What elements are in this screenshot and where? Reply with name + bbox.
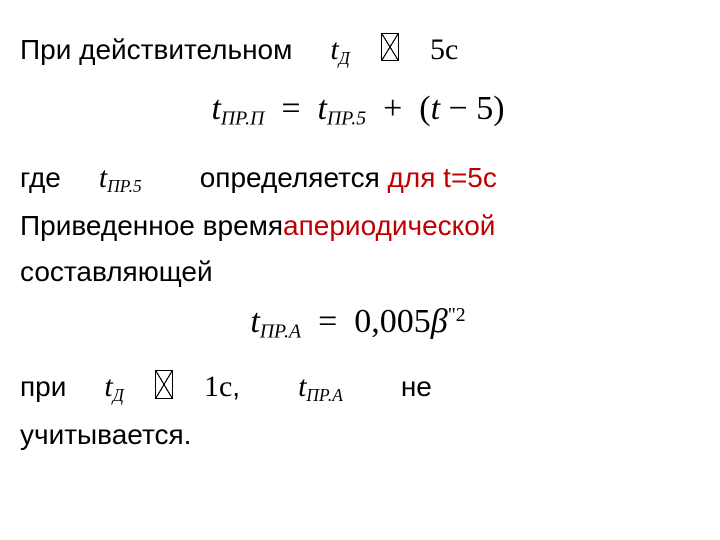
math-var: t (318, 90, 327, 127)
line-1: При действительном tД 5с (20, 28, 696, 72)
math-var: t (330, 33, 338, 66)
math-var: t (99, 161, 107, 194)
math-var: t (211, 90, 220, 127)
math-unit: с (445, 33, 458, 66)
math-num: 5 (476, 90, 493, 127)
line-8: учитывается. (20, 415, 696, 456)
text-segment: Приведенное время (20, 206, 283, 247)
math-num: 5 (430, 33, 445, 66)
text-segment: при (20, 367, 66, 408)
line-7: при tД 1с , tПР.А не (20, 365, 696, 409)
math-sub: ПР.П (221, 107, 264, 129)
slide: При действительном tД 5с tПР.П = tПР.5 +… (0, 0, 720, 540)
math-var: t (250, 303, 259, 340)
math-eq: = (318, 303, 337, 340)
text-segment: где (20, 158, 61, 199)
math-paren: ) (493, 90, 504, 127)
math-t-pr5: tПР.5 (99, 156, 142, 200)
math-op: + (383, 90, 402, 127)
formula-2: tПР.А = 0,005β"2 (20, 303, 696, 344)
math-num: 1 (204, 370, 219, 403)
math-var: t (104, 370, 112, 403)
text-segment: При действительном (20, 30, 292, 71)
formula-expr: tПР.А = 0,005β"2 (250, 303, 465, 340)
math-sup: "2 (448, 304, 466, 326)
math-t-d-1c: tД 1с (104, 365, 232, 409)
text-segment: составляющей (20, 252, 213, 293)
math-sub: ПР.А (306, 385, 342, 405)
math-eq: = (281, 90, 300, 127)
text-accent: для t=5c (388, 158, 497, 199)
math-paren: ( (419, 90, 430, 127)
line-3: где tПР.5 определяется для t=5c (20, 156, 696, 200)
math-t-pra: tПР.А (298, 365, 343, 409)
math-var: β (431, 303, 448, 340)
math-sub: Д (339, 48, 350, 68)
formula-1: tПР.П = tПР.5 + (t − 5) (20, 90, 696, 131)
math-sub: ПР.А (260, 320, 301, 342)
math-sub: ПР.5 (107, 176, 141, 196)
math-num: 0,005 (354, 303, 431, 340)
text-segment: не (401, 367, 432, 408)
math-unit: с (219, 370, 232, 403)
text-segment: определяется (200, 158, 380, 199)
math-sub: Д (113, 385, 124, 405)
text-accent: апериодической (283, 206, 495, 247)
math-t-d-5c: tД 5с (330, 28, 458, 72)
math-op: − (449, 90, 468, 127)
line-4: Приведенное время апериодической (20, 206, 696, 247)
missing-glyph-icon (155, 370, 172, 399)
missing-glyph-icon (381, 33, 398, 62)
text-segment: , (232, 367, 240, 408)
text-segment: учитывается. (20, 415, 191, 456)
math-sub: ПР.5 (327, 107, 366, 129)
line-5: составляющей (20, 252, 696, 293)
math-var: t (431, 90, 440, 127)
formula-expr: tПР.П = tПР.5 + (t − 5) (211, 90, 504, 127)
